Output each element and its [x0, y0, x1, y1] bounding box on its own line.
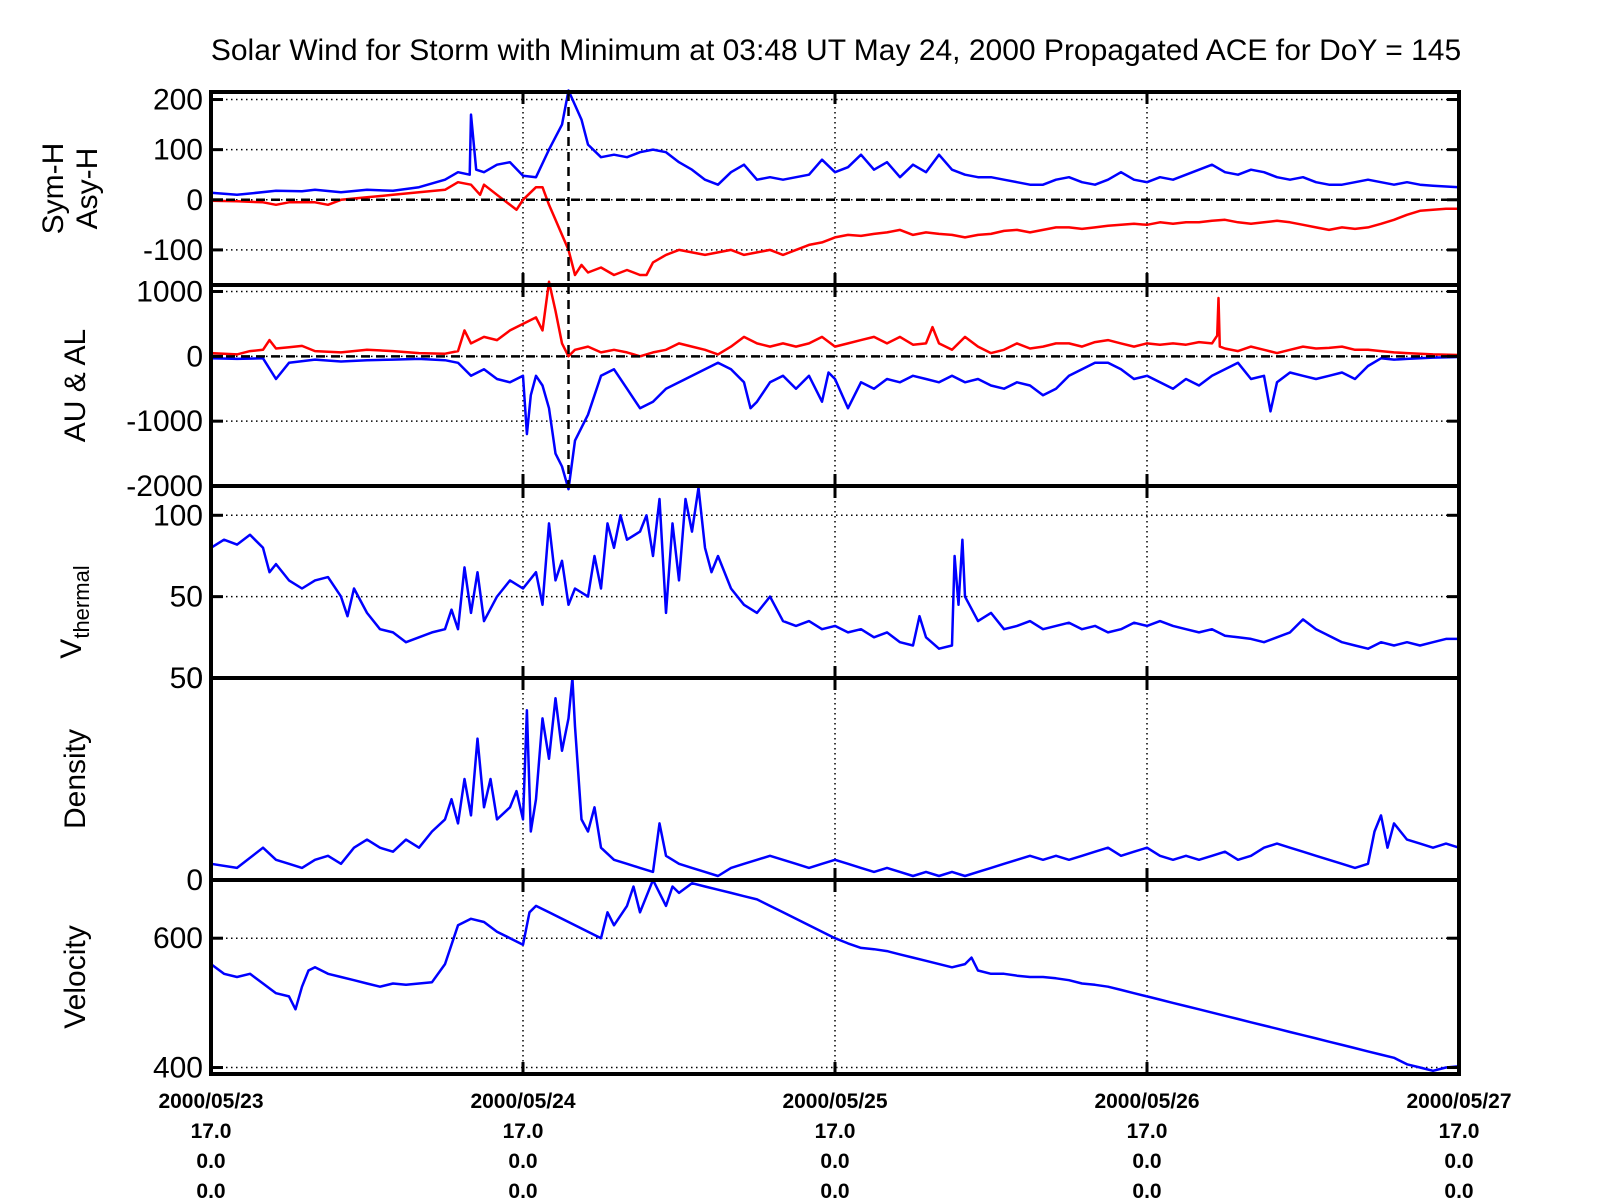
y-tick-label: 400: [153, 1052, 203, 1085]
x-tick-label: 0.0: [508, 1150, 537, 1173]
y-axis-label: Velocity: [59, 925, 92, 1028]
x-tick-label: 2000/05/24: [470, 1090, 575, 1113]
x-tick-label: 17.0: [815, 1120, 856, 1143]
x-tick-label: 2000/05/27: [1406, 1090, 1511, 1113]
y-tick-label: 100: [153, 134, 203, 167]
x-tick-label: 17.0: [1127, 1120, 1168, 1143]
y-tick-label: -1000: [126, 405, 203, 438]
y-tick-label: 0: [186, 184, 203, 217]
series-line-blue: [210, 355, 1460, 491]
x-tick-label: 17.0: [191, 1120, 232, 1143]
series-line-red: [210, 180, 1459, 277]
x-tick-label: 0.0: [508, 1180, 537, 1200]
chart-title: Solar Wind for Storm with Minimum at 03:…: [211, 34, 1461, 67]
y-tick-label: 50: [170, 662, 203, 695]
y-tick-label: 50: [170, 581, 203, 614]
axes-frame: [209, 878, 1461, 1076]
y-axis-label: Density: [59, 729, 92, 829]
y-tick-label: 100: [153, 499, 203, 532]
y-tick-label: -100: [143, 234, 203, 267]
x-tick-label: 2000/05/25: [782, 1090, 887, 1113]
x-tick-label: 0.0: [820, 1150, 849, 1173]
x-tick-label: 2000/05/26: [1094, 1090, 1199, 1113]
y-tick-label: 0: [186, 662, 203, 695]
series-line-blue: [210, 878, 1460, 1073]
x-tick-label: 17.0: [503, 1120, 544, 1143]
x-tick-label: 0.0: [820, 1180, 849, 1200]
series-line-blue: [210, 486, 1459, 650]
x-tick-label: 0.0: [196, 1150, 225, 1173]
x-tick-label: 17.0: [1439, 1120, 1480, 1143]
y-axis-label: AU & AL: [59, 329, 92, 442]
y-axis-label: Sym-HAsy-H: [37, 143, 104, 235]
panel-2: 1000 0 -1000 -2000 AU & AL: [59, 275, 1461, 503]
series-line-blue: [210, 89, 1460, 197]
y-tick-label: 600: [153, 922, 203, 955]
y-tick-label: 0: [186, 340, 203, 373]
x-tick-label: 0.0: [1444, 1180, 1473, 1200]
x-tick-label: 0.0: [1444, 1150, 1473, 1173]
y-axis-label: Vthermal: [55, 565, 94, 658]
y-tick-label: 0: [186, 864, 203, 897]
x-tick-label: 0.0: [1132, 1150, 1161, 1173]
series-line-blue: [210, 676, 1460, 878]
panel-1: 200 100 0 -100 Sym-HAsy-H: [37, 84, 1461, 287]
x-tick-label: 0.0: [196, 1180, 225, 1200]
y-tick-label: -2000: [126, 470, 203, 503]
y-tick-label: 200: [153, 84, 203, 117]
panel-5: 600 400 Velocity: [59, 878, 1461, 1085]
series-line-red: [210, 280, 1460, 358]
x-tick-label: 2000/05/23: [158, 1090, 263, 1113]
y-tick-label: 1000: [136, 275, 203, 308]
x-tick-label: 0.0: [1132, 1180, 1161, 1200]
